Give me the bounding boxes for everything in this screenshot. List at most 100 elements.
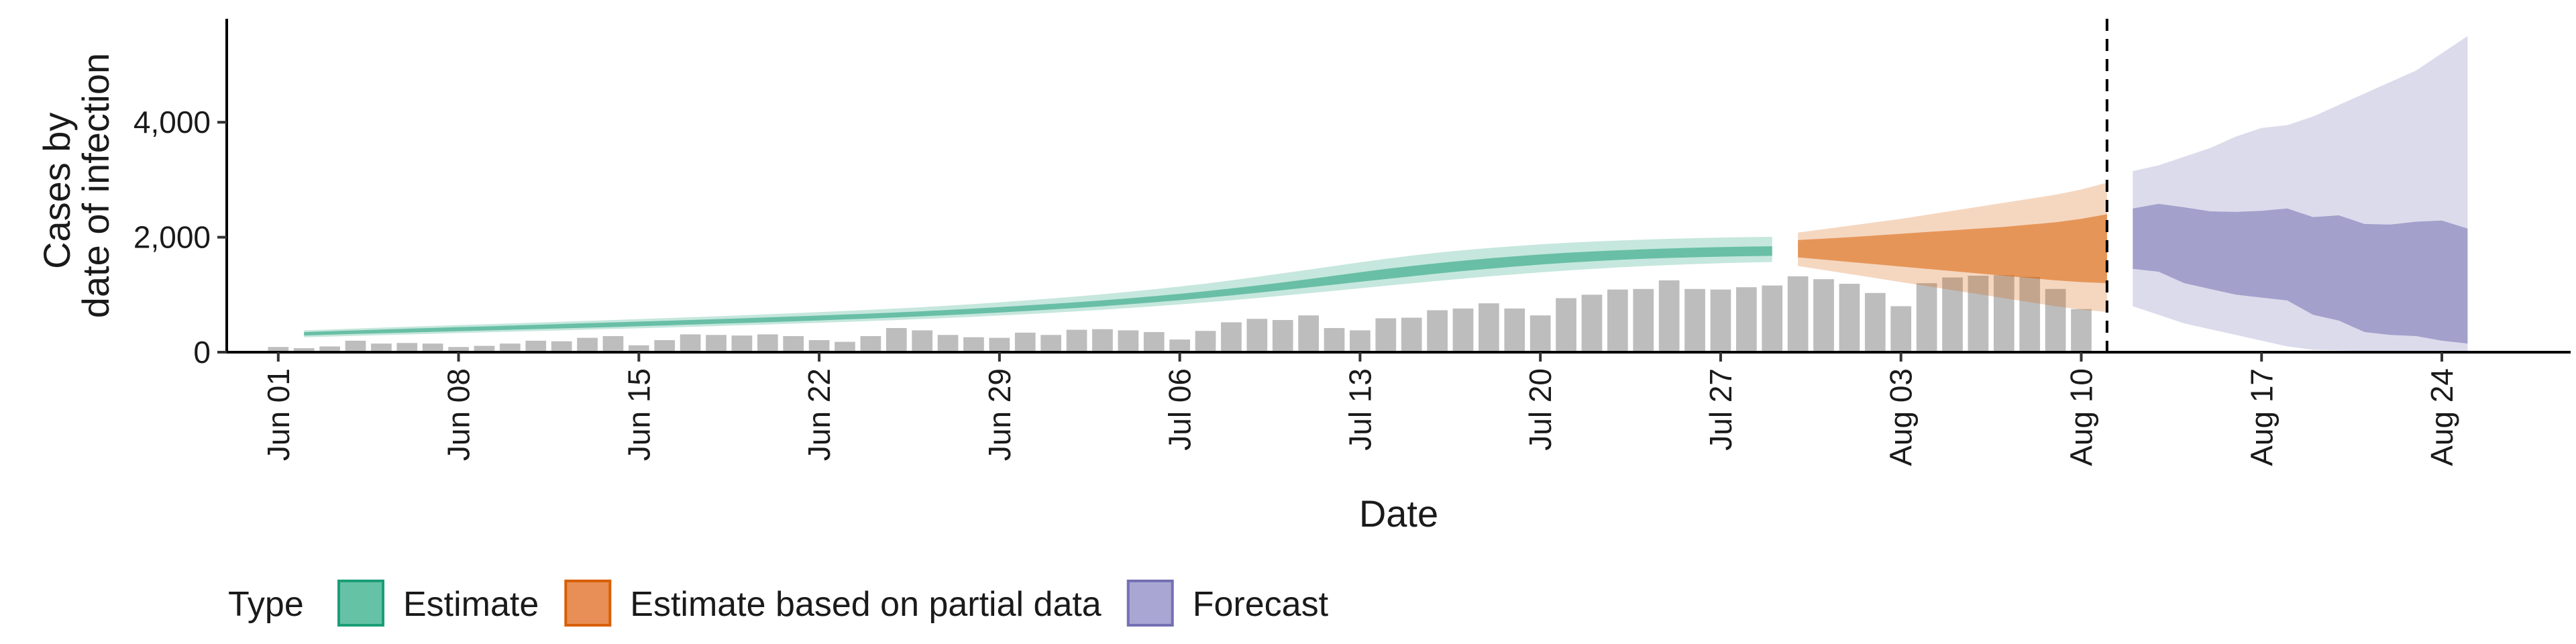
reported-cases-bar bbox=[602, 336, 624, 352]
reported-cases-bar bbox=[1916, 283, 1937, 352]
reported-cases-bar bbox=[1710, 289, 1731, 352]
reported-cases-bar bbox=[1504, 308, 1525, 352]
legend-items: Estimate Estimate based on partial data Fo… bbox=[337, 580, 1329, 627]
y-tick-label: 4,000 bbox=[133, 105, 211, 140]
reported-cases-bar bbox=[1658, 280, 1680, 352]
reported-cases-bar bbox=[499, 343, 521, 352]
reported-cases-bar bbox=[731, 335, 753, 352]
legend-key-swatch bbox=[337, 580, 384, 627]
reported-cases-bar bbox=[396, 343, 418, 352]
reported-cases-bar bbox=[1040, 335, 1062, 352]
estimate-ribbons bbox=[304, 36, 2468, 353]
reported-cases-bar bbox=[1221, 322, 1242, 352]
reported-cases-bar bbox=[345, 340, 366, 352]
reported-cases-bar bbox=[1890, 306, 1912, 352]
reported-cases-bar bbox=[680, 334, 701, 352]
x-tick-label: Jul 27 bbox=[1703, 368, 1738, 451]
reported-cases-bar bbox=[1452, 308, 1474, 352]
y-axis-ticks: 0 2,000 4,000 bbox=[133, 105, 227, 370]
reported-cases-bar bbox=[1401, 317, 1422, 352]
reported-cases-bar bbox=[1195, 331, 1216, 352]
legend-item: Forecast bbox=[1126, 580, 1329, 627]
reported-cases-bar bbox=[1118, 330, 1139, 352]
reported-cases-bar bbox=[1143, 332, 1165, 352]
reported-cases-bar bbox=[371, 343, 392, 352]
reported-cases-bar bbox=[1993, 275, 2015, 352]
x-tick-label: Jun 08 bbox=[441, 368, 476, 461]
reported-cases-bars bbox=[268, 275, 2092, 352]
reported-cases-bar bbox=[1942, 277, 1963, 352]
reported-cases-bar bbox=[1556, 298, 1576, 352]
legend-key-swatch bbox=[1126, 580, 1174, 627]
x-tick-label: Jun 15 bbox=[621, 368, 656, 461]
reported-cases-bar bbox=[1298, 315, 1319, 352]
reported-cases-bar bbox=[1169, 339, 1190, 352]
x-tick-label: Jun 29 bbox=[982, 368, 1017, 461]
x-tick-label: Jun 22 bbox=[802, 368, 837, 461]
reported-cases-bar bbox=[1864, 292, 1886, 352]
y-axis-title-line-2: date of infection bbox=[74, 53, 117, 318]
reported-cases-bar bbox=[2071, 309, 2092, 352]
reported-cases-bar bbox=[808, 340, 830, 352]
x-tick-label: Jul 06 bbox=[1163, 368, 1197, 451]
reported-cases-bar bbox=[422, 343, 443, 352]
reported-cases-bar bbox=[577, 337, 598, 352]
reported-cases-bar bbox=[1272, 320, 1293, 352]
y-tick-label: 0 bbox=[193, 335, 211, 370]
x-axis-ticks: Jun 01 Jun 08 Jun 15 Jun 22 Jun 29 Jul 06 Jul … bbox=[261, 352, 2459, 466]
reported-cases-bar bbox=[319, 346, 340, 352]
ribbon-inner-band bbox=[304, 246, 1772, 336]
reported-cases-bar bbox=[268, 347, 289, 352]
reported-cases-bar bbox=[1246, 319, 1268, 352]
reported-cases-bar bbox=[1968, 276, 1989, 352]
legend-key-swatch bbox=[564, 580, 612, 627]
reported-cases-bar bbox=[1813, 279, 1834, 352]
reported-cases-bar bbox=[654, 340, 676, 352]
x-axis-title: Date bbox=[1359, 492, 1438, 535]
reported-cases-bar bbox=[757, 334, 778, 352]
reported-cases-bar bbox=[706, 335, 727, 352]
x-tick-label: Aug 03 bbox=[1884, 368, 1919, 466]
reported-cases-bar bbox=[1066, 329, 1087, 352]
legend-label: Estimate based on partial data bbox=[630, 585, 1102, 624]
y-axis-title: Cases by date of infection bbox=[36, 53, 117, 318]
reported-cases-bar bbox=[1529, 315, 1551, 352]
reported-cases-bar bbox=[860, 336, 881, 352]
reported-cases-bar bbox=[448, 347, 469, 352]
reported-cases-bar bbox=[783, 336, 804, 352]
reported-cases-bar bbox=[1735, 287, 1757, 352]
reported-cases-bar bbox=[1581, 294, 1603, 352]
reported-cases-bar bbox=[525, 340, 547, 352]
reported-cases-bar bbox=[1324, 328, 1345, 352]
reported-cases-bar bbox=[2045, 288, 2066, 352]
reported-cases-bar bbox=[1350, 330, 1371, 352]
legend-label: Estimate bbox=[403, 585, 539, 624]
ribbon-inner-band bbox=[2133, 203, 2468, 344]
reported-cases-bar bbox=[1375, 318, 1397, 352]
reported-cases-bar bbox=[1633, 288, 1654, 352]
ribbon-outer-band bbox=[304, 236, 1772, 337]
reported-cases-bar bbox=[937, 335, 959, 352]
reported-cases-bar bbox=[835, 341, 855, 352]
x-tick-label: Aug 10 bbox=[2063, 368, 2098, 466]
reported-cases-bar bbox=[1839, 284, 1860, 352]
x-tick-label: Aug 24 bbox=[2424, 368, 2459, 466]
x-tick-label: Jul 13 bbox=[1342, 368, 1377, 451]
reported-cases-bar bbox=[885, 328, 907, 352]
reported-cases-bar bbox=[1787, 276, 1809, 352]
ribbon-inner-band bbox=[1798, 214, 2107, 284]
x-tick-label: Jun 01 bbox=[261, 368, 296, 461]
reported-cases-bar bbox=[1762, 285, 1783, 352]
y-axis-title-line-1: Cases by bbox=[36, 113, 78, 269]
y-tick-label: 2,000 bbox=[133, 220, 211, 255]
reported-cases-bar bbox=[1479, 303, 1499, 352]
x-tick-label: Aug 17 bbox=[2244, 368, 2279, 466]
legend-item: Estimate based on partial data bbox=[564, 580, 1102, 627]
reported-cases-bar bbox=[912, 330, 933, 352]
reported-cases-bar bbox=[963, 337, 984, 352]
plot-area bbox=[268, 19, 2468, 353]
reported-cases-bar bbox=[1427, 310, 1448, 352]
reported-cases-bar bbox=[551, 341, 572, 352]
